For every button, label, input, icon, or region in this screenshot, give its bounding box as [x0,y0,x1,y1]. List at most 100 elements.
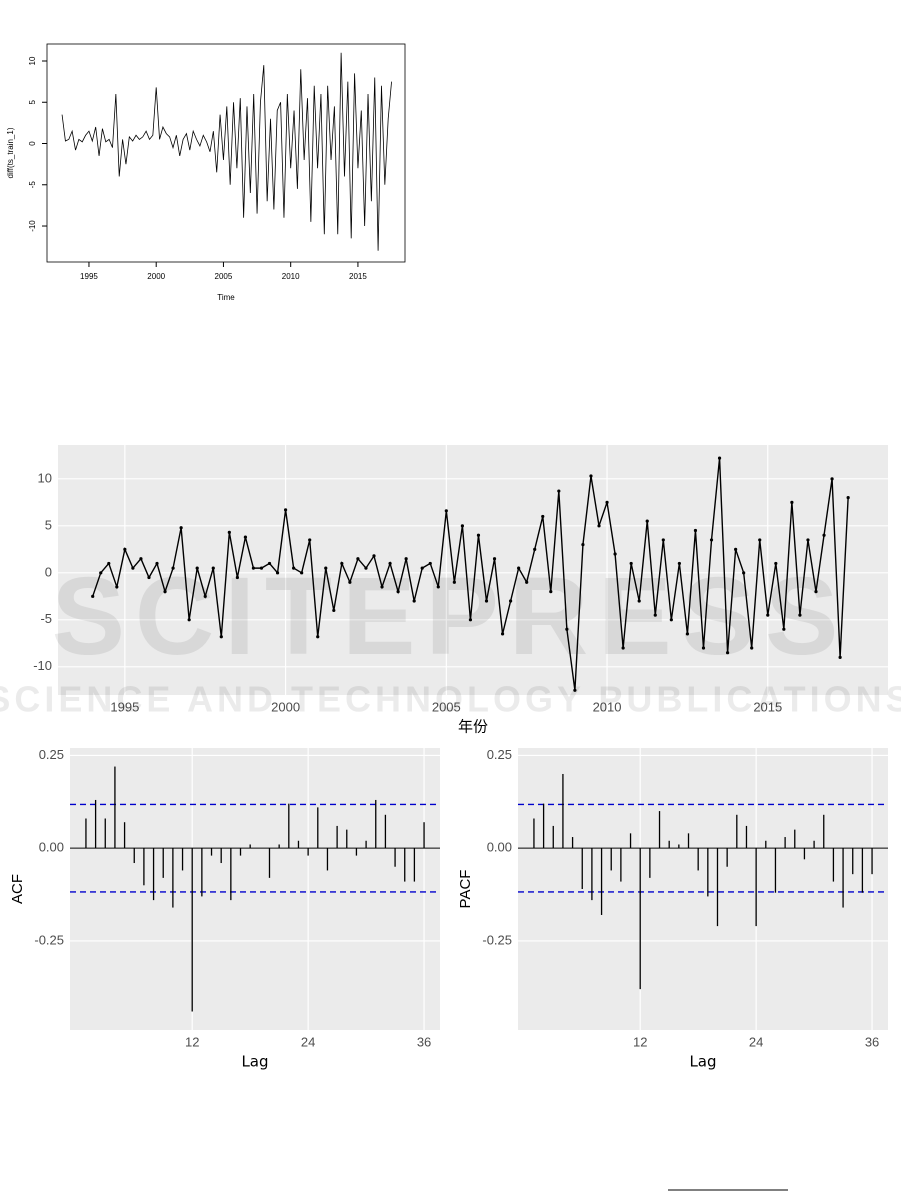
point [669,618,673,622]
point [581,543,585,547]
point [846,496,850,500]
point [163,590,167,594]
x-tick-label: 2010 [282,272,300,281]
y-tick-label: -10 [28,220,37,232]
x-tick-label: 2015 [349,272,367,281]
point [428,561,432,566]
x-tick-label: 12 [633,1034,647,1049]
x-tick-label: 2005 [432,699,461,714]
x-tick-label: 1995 [110,699,139,714]
point [701,646,706,650]
point [500,632,505,636]
point [179,526,183,530]
x-tick-label: 2000 [147,272,165,281]
point [492,557,497,561]
point [661,538,665,542]
x-axis-label: Lag [241,1053,268,1071]
point [589,474,593,478]
point [460,524,464,528]
point [324,566,328,570]
point [653,613,657,617]
plot-frame [46,43,406,263]
x-axis-label: Time [217,293,235,302]
x-tick-label: 24 [301,1034,315,1049]
point [380,585,384,589]
point [557,489,561,493]
point [814,590,818,594]
point [388,561,392,566]
point [549,590,553,594]
point [605,500,609,504]
point [685,632,690,636]
y-tick-label: 0.00 [487,840,512,855]
point [340,561,344,566]
chart: -10 -5 0 5 10 1995 2000 2005 2010 2015 年份 [33,445,888,736]
point [782,627,786,631]
point [139,557,143,561]
x-axis-label: 年份 [458,718,488,736]
y-tick-label: -10 [33,658,52,673]
watermark-subtitle: SCIENCE AND TECHNOLOGY PUBLICATIONS [0,679,901,720]
point [308,538,312,542]
point [259,566,264,570]
point [774,561,778,566]
point [693,528,698,533]
y-tick-label: 5 [45,517,52,532]
point [830,477,834,481]
point [235,575,239,580]
point [131,566,135,570]
point [533,547,537,551]
point [806,538,810,542]
point [155,561,159,566]
y-axis-label: ACF [9,874,26,904]
chart: -0.25 0.00 0.25 12 24 36 Lag PACF [457,747,888,1071]
y-tick-label: 5 [28,99,37,104]
chart: -10 -5 0 5 10 1995 2000 2005 2010 2015 Time diff(ts… [6,43,406,302]
point [275,571,280,575]
point [348,580,352,584]
y-axis-label: PACF [457,870,474,909]
watermark-title: SCITEPRESS [52,555,849,678]
y-axis-label: diff(ts_train_1) [6,127,15,178]
y-tick-label: -0.25 [482,932,512,947]
point [316,635,320,639]
point [283,508,288,512]
y-tick-label: 0 [45,564,52,579]
point [742,571,746,575]
point [211,566,215,570]
point [565,627,569,631]
point [573,688,577,692]
point [613,552,617,556]
point [444,509,448,513]
point [677,561,681,566]
point [452,580,456,584]
point [396,590,400,594]
y-tick-label: -5 [40,611,52,626]
point [541,514,545,519]
x-tick-label: 36 [417,1034,431,1049]
point [476,533,481,537]
y-tick-label: 0.00 [39,840,64,855]
point [790,500,794,504]
point [171,566,175,570]
point [227,530,231,535]
point [203,594,207,598]
point [645,519,649,523]
point [267,561,272,566]
x-tick-label: 2015 [753,699,782,714]
point [292,566,296,570]
y-tick-label: 10 [38,470,52,485]
x-tick-label: 36 [865,1034,879,1049]
point [750,646,754,650]
y-tick-label: 0.25 [39,747,64,762]
point [766,613,770,617]
point [709,538,714,542]
point [798,613,802,617]
x-tick-label: 24 [749,1034,763,1049]
point [195,566,199,570]
point [509,599,513,603]
y-tick-label: 0 [28,141,37,146]
plot-background [518,748,888,1030]
point [621,646,625,650]
